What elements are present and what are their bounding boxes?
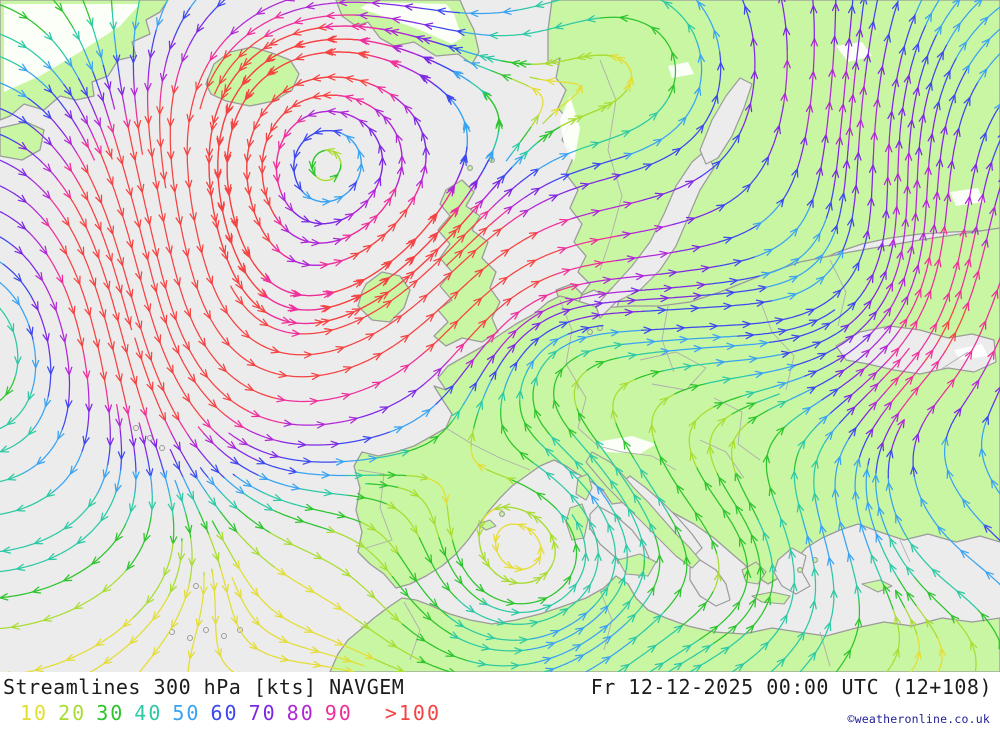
- map-title: Streamlines 300 hPa [kts] NAVGEM: [3, 675, 405, 699]
- legend-value: 70: [248, 701, 277, 725]
- legend-value: 30: [96, 701, 125, 725]
- streamline-map: [0, 0, 1000, 672]
- small-islands-outlines: [133, 425, 243, 641]
- country-borders: [357, 59, 969, 667]
- legend-value: 20: [58, 701, 87, 725]
- legend-value: 10: [20, 701, 49, 725]
- legend-value: 90: [324, 701, 353, 725]
- wind-speed-legend: 10 20 30 40 50 60 70 80 90 >100: [20, 701, 451, 725]
- legend-value: 60: [210, 701, 239, 725]
- copyright-label: ©weatheronline.co.uk: [847, 712, 990, 726]
- legend-value: 40: [134, 701, 163, 725]
- legend-value: >100: [384, 701, 442, 725]
- valid-time: Fr 12-12-2025 00:00 UTC (12+108): [590, 675, 992, 699]
- legend-value: 80: [286, 701, 315, 725]
- streamlines-layer: [0, 0, 1000, 672]
- legend-value: 50: [172, 701, 201, 725]
- sea-overlays: [589, 77, 997, 607]
